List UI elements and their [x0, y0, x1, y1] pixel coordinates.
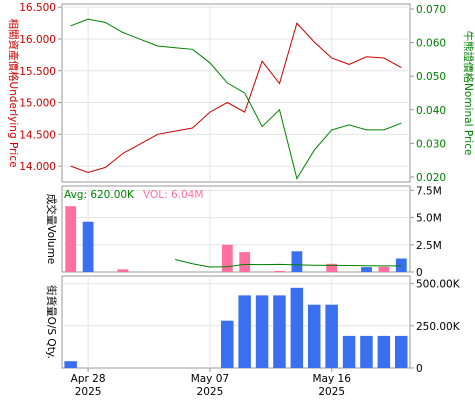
volume-bar	[274, 270, 285, 272]
outstanding-qty-bar	[325, 304, 338, 368]
underlying-price-tick-label: 14.500	[19, 129, 56, 141]
price-panel-grid	[62, 4, 410, 182]
nominal-price-tick-label: 0.040	[416, 105, 446, 117]
volume-axis-label: 成交量Volume	[45, 194, 58, 265]
nominal-price-tick-label: 0.030	[416, 138, 446, 150]
outstanding-qty-tick-label: 250.00K	[416, 321, 461, 333]
outstanding-qty-bar	[308, 304, 321, 368]
outstanding-qty-tick-label: 500.00K	[416, 279, 461, 291]
volume-panel-frame	[61, 185, 411, 273]
volume-panel: 7.5M 5.0M 2.5M 0 Avg: 620.00K VOL: 6.04M 成交…	[45, 185, 442, 279]
volume-bar	[239, 252, 251, 272]
volume-average-label: Avg: 620.00K	[64, 189, 135, 201]
volume-tick-label: 2.5M	[416, 240, 442, 252]
underlying-price-ticks: 16.500 16.000 15.500 15.000 14.500 14.000	[19, 2, 62, 173]
volume-bar	[221, 244, 233, 272]
underlying-price-axis-label: 相關資產價格Underlying Price	[7, 18, 20, 167]
volume-bar	[291, 251, 303, 272]
nominal-price-tick-label: 0.060	[416, 38, 446, 50]
volume-tick-label: 7.5M	[416, 185, 442, 197]
outstanding-qty-bar	[255, 295, 269, 368]
date-tick-label: May 07	[191, 373, 229, 385]
volume-bars	[65, 206, 407, 272]
underlying-price-tick-label: 15.000	[19, 98, 56, 110]
underlying-price-tick-label: 15.500	[19, 66, 56, 78]
nominal-price-line	[70, 18, 402, 180]
volume-tick-label: 5.0M	[416, 213, 442, 225]
underlying-price-tick-label: 14.000	[19, 161, 56, 173]
outstanding-qty-axis-label: 街貨量O/S Qty.	[45, 285, 58, 359]
volume-bar	[378, 266, 390, 272]
price-panel: 16.500 16.000 15.500 15.000 14.500 14.000 0.0…	[7, 2, 475, 184]
nominal-price-tick-label: 0.050	[416, 71, 446, 83]
outstanding-qty-bar	[342, 335, 356, 368]
outstanding-qty-bar	[360, 335, 373, 368]
date-tick-label: May 16	[312, 373, 351, 385]
volume-panel-grid	[62, 186, 410, 272]
volume-bar	[361, 267, 372, 272]
volume-average-polyline	[174, 259, 402, 268]
volume-bar	[395, 258, 407, 272]
price-panel-series	[70, 18, 402, 180]
nominal-price-axis-label: 牛熊證價格Nominal Price	[462, 31, 475, 156]
underlying-price-line	[70, 22, 402, 174]
date-tick-year: 2025	[75, 386, 102, 398]
outstanding-qty-bar	[221, 320, 234, 368]
outstanding-qty-bar	[377, 335, 391, 368]
volume-bar	[65, 206, 77, 272]
outstanding-qty-bars	[64, 287, 408, 368]
nominal-price-tick-label: 0.070	[416, 4, 446, 16]
volume-latest-label: VOL: 6.04M	[143, 189, 203, 201]
volume-average-line	[174, 259, 402, 268]
date-tick-year: 2025	[197, 386, 224, 398]
outstanding-qty-bar	[64, 361, 77, 368]
nominal-price-ticks: 0.070 0.060 0.050 0.040 0.030 0.020	[410, 4, 446, 184]
volume-bar	[117, 269, 129, 272]
volume-tick-label: 0	[416, 267, 423, 279]
underlying-price-tick-label: 16.500	[19, 2, 56, 14]
outstanding-qty-bar	[273, 295, 286, 368]
outstanding-qty-bar	[395, 335, 408, 368]
outstanding-qty-bar	[238, 295, 251, 368]
date-tick-year: 2025	[318, 386, 345, 398]
outstanding-qty-panel-frame	[61, 275, 411, 369]
volume-ticks: 7.5M 5.0M 2.5M 0	[410, 185, 442, 279]
volume-bar	[326, 263, 338, 272]
volume-bar	[82, 221, 94, 272]
outstanding-qty-tick-label: 0	[416, 363, 423, 375]
price-panel-frame	[61, 3, 411, 183]
outstanding-qty-bar	[290, 287, 304, 368]
underlying-price-tick-label: 16.000	[19, 34, 56, 46]
outstanding-qty-ticks: 500.00K 250.00K 0	[410, 279, 461, 375]
outstanding-qty-panel: 500.00K 250.00K 0 街貨量O/S Qty.	[45, 275, 461, 375]
date-tick-label: Apr 28	[71, 373, 106, 385]
nominal-price-tick-label: 0.020	[416, 172, 446, 184]
